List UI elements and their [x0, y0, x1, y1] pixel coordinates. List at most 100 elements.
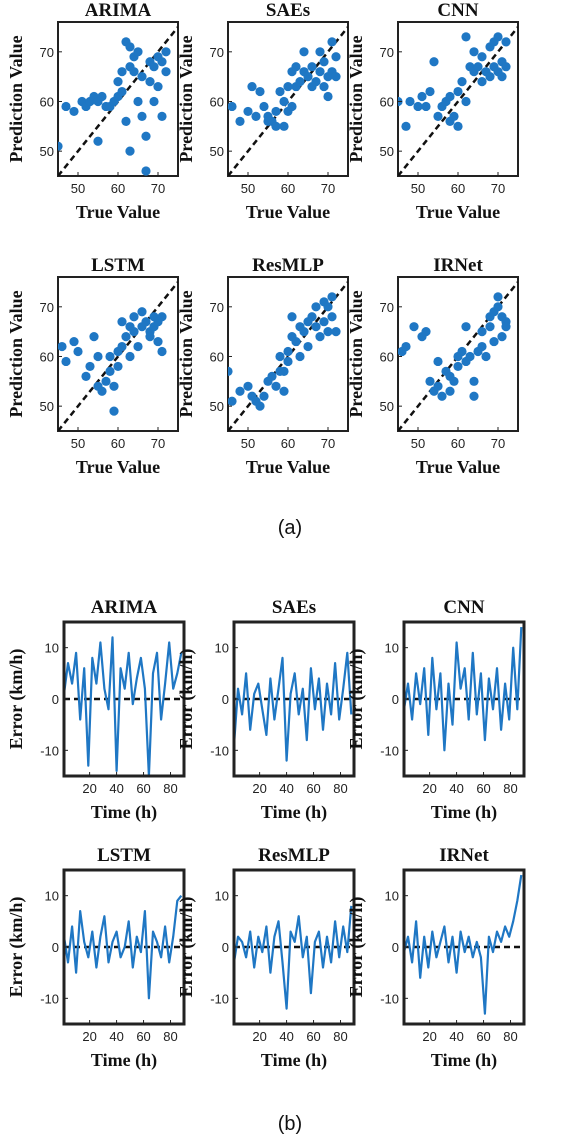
- x-tick-label: 40: [279, 781, 293, 796]
- y-tick-label: -10: [380, 991, 399, 1006]
- data-point: [81, 371, 91, 381]
- panel-title: SAEs: [266, 0, 310, 21]
- data-point: [287, 312, 297, 322]
- data-point: [453, 121, 463, 131]
- data-point: [445, 386, 455, 396]
- data-point: [117, 341, 127, 352]
- x-axis-label: Time (h): [91, 802, 157, 823]
- y-tick-label: 0: [52, 940, 59, 955]
- y-tick-label: 50: [40, 399, 54, 414]
- y-tick-label: 50: [210, 144, 224, 159]
- y-tick-label: 60: [40, 349, 54, 364]
- y-tick-label: 60: [380, 349, 394, 364]
- data-point: [493, 32, 503, 42]
- data-point: [501, 37, 511, 47]
- scatter-grid: ARIMA 50 60 70 50 60 70 True Value Prediction Va…: [6, 0, 519, 477]
- y-tick-label: 70: [210, 300, 224, 315]
- data-point: [323, 302, 333, 312]
- panel-title: ResMLP: [258, 845, 330, 866]
- data-point: [421, 327, 431, 337]
- x-tick-label: 70: [491, 181, 505, 196]
- data-point: [473, 62, 483, 72]
- data-point: [433, 356, 443, 367]
- data-point: [327, 292, 337, 302]
- data-point: [247, 81, 257, 92]
- data-point: [133, 47, 143, 57]
- data-point: [85, 361, 95, 372]
- data-point: [401, 121, 411, 131]
- data-point: [331, 52, 341, 62]
- data-point: [141, 131, 151, 141]
- data-point: [425, 86, 435, 97]
- data-point: [93, 351, 103, 362]
- y-axis-label: Prediction Value: [6, 290, 26, 417]
- y-tick-label: -10: [210, 991, 229, 1006]
- data-point: [493, 302, 503, 312]
- x-tick-label: 40: [449, 781, 463, 796]
- data-point: [283, 81, 293, 92]
- data-point: [157, 111, 167, 121]
- data-point: [469, 376, 479, 386]
- data-point: [105, 351, 115, 362]
- error-series-line: [64, 636, 183, 776]
- x-axis-label: True Value: [416, 457, 500, 477]
- x-tick-label: 20: [422, 781, 436, 796]
- x-tick-label: 80: [333, 781, 347, 796]
- x-tick-label: 70: [491, 436, 505, 451]
- x-tick-label: 80: [333, 1029, 347, 1044]
- data-point: [283, 356, 293, 367]
- data-point: [299, 327, 309, 337]
- y-tick-label: 10: [215, 641, 229, 656]
- x-tick-label: 60: [476, 1029, 490, 1044]
- data-point: [259, 391, 269, 401]
- x-axis-label: True Value: [246, 457, 330, 477]
- data-point: [461, 322, 471, 332]
- x-tick-label: 40: [109, 781, 123, 796]
- data-point: [117, 86, 127, 97]
- y-tick-label: 50: [40, 144, 54, 159]
- data-point: [259, 101, 269, 112]
- y-tick-label: 0: [392, 692, 399, 707]
- x-tick-label: 60: [281, 181, 295, 196]
- data-point: [425, 376, 435, 386]
- data-point: [485, 72, 495, 82]
- data-point: [311, 302, 321, 312]
- y-axis-label: Error (km/h): [6, 897, 27, 998]
- caption-a: (a): [278, 517, 302, 539]
- x-axis-label: True Value: [416, 202, 500, 222]
- x-tick-label: 60: [111, 436, 125, 451]
- data-point: [327, 312, 337, 322]
- data-point: [319, 57, 329, 67]
- data-point: [69, 336, 79, 347]
- data-point: [153, 81, 163, 92]
- data-point: [497, 72, 507, 82]
- x-tick-label: 70: [151, 181, 165, 196]
- data-point: [97, 91, 107, 102]
- data-point: [319, 81, 329, 92]
- data-point: [413, 101, 423, 112]
- data-point: [461, 96, 471, 107]
- x-tick-label: 20: [82, 781, 96, 796]
- data-point: [125, 42, 135, 52]
- y-tick-label: 0: [222, 692, 229, 707]
- x-tick-label: 20: [252, 1029, 266, 1044]
- data-point: [271, 121, 281, 131]
- x-axis-label: Time (h): [431, 1050, 497, 1071]
- y-tick-label: 70: [380, 300, 394, 315]
- data-point: [129, 67, 139, 77]
- x-tick-label: 20: [252, 781, 266, 796]
- data-point: [275, 351, 285, 362]
- data-point: [315, 332, 325, 342]
- x-tick-label: 50: [241, 436, 255, 451]
- data-point: [457, 346, 467, 357]
- data-point: [141, 317, 151, 327]
- data-point: [331, 327, 341, 337]
- x-tick-label: 40: [279, 1029, 293, 1044]
- data-point: [113, 361, 123, 372]
- data-point: [449, 376, 459, 386]
- y-tick-label: 50: [210, 399, 224, 414]
- x-tick-label: 80: [163, 781, 177, 796]
- data-point: [331, 72, 341, 82]
- data-point: [137, 307, 147, 317]
